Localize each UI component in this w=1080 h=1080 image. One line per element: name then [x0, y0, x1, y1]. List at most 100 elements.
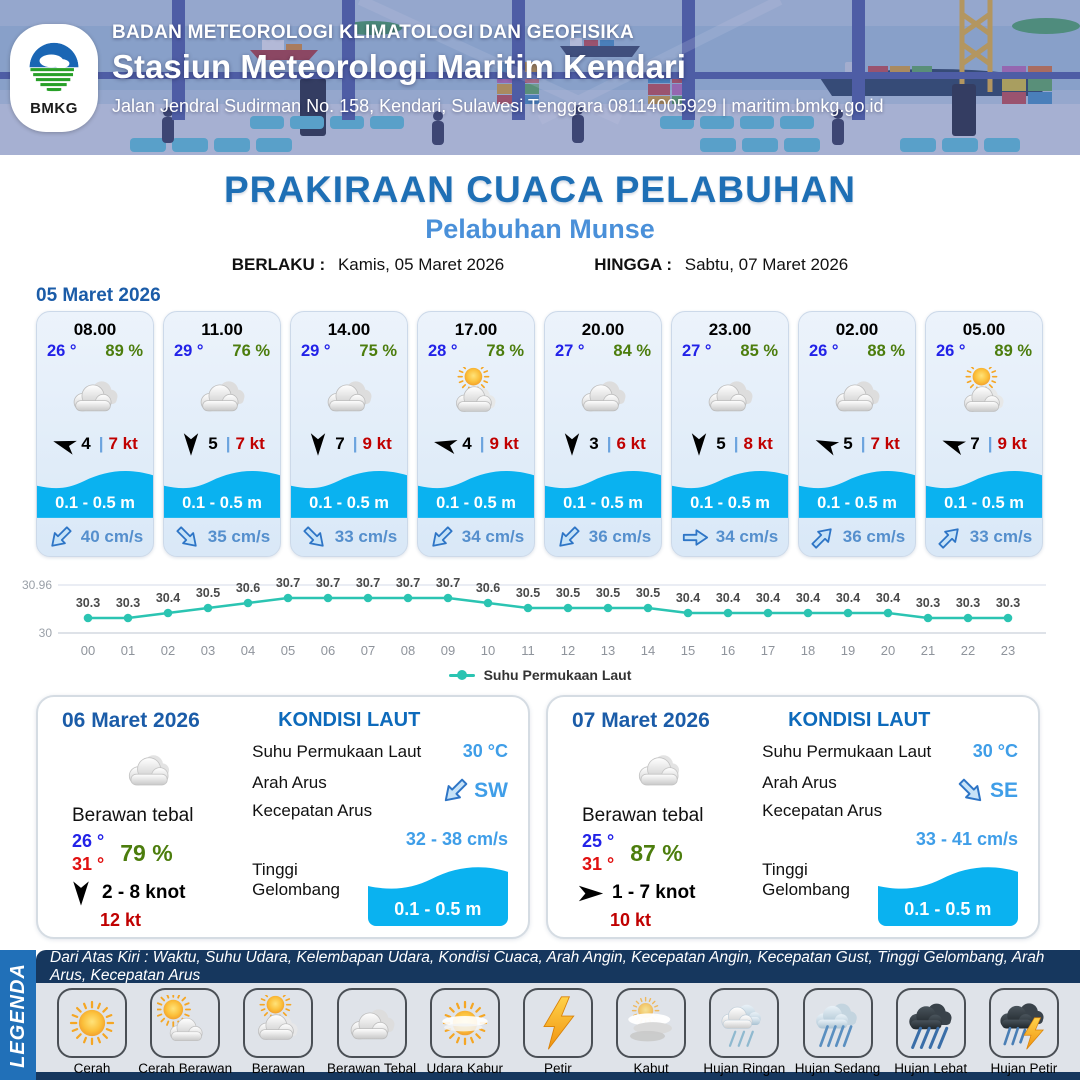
current-speed-value: 32 - 38 cm/s [405, 829, 508, 849]
page-title: PRAKIRAAN CUACA PELABUHAN [223, 169, 857, 210]
legend-item-box [522, 988, 593, 1058]
humidity: 89 % [105, 342, 143, 360]
header: BMKG BADAN METEOROLOGI KLIMATOLOGI DAN G… [0, 0, 1080, 155]
x-tick-label: 18 [801, 643, 815, 658]
chart-point [643, 603, 653, 613]
current-speed: 36 cm/s [588, 527, 652, 547]
y-tick-label: 30.96 [22, 578, 52, 592]
x-tick-label: 03 [201, 643, 215, 658]
humidity: 75 % [359, 342, 397, 360]
valid-until-value: Sabtu, 07 Maret 2026 [684, 255, 849, 274]
chart-point [723, 608, 733, 618]
legend-item-box [895, 988, 966, 1058]
humidity: 88 % [867, 342, 905, 360]
current-direction-icon [551, 520, 585, 554]
chart-value-label: 30.3 [916, 596, 940, 610]
humidity: 85 % [740, 342, 778, 360]
temp-humidity-row: 26 ° 89 % [37, 340, 153, 361]
chart-point [163, 608, 173, 618]
sst-value: 30 °C [972, 741, 1018, 761]
current-row: 33 cm/s [291, 518, 407, 556]
wind-direction-icon [432, 433, 459, 455]
separator: | [987, 434, 993, 454]
legend-item-label: Hujan Sedang [794, 1061, 881, 1076]
current-direction: SE [956, 779, 1018, 803]
bottom-bar [0, 1072, 1080, 1080]
legend-info-text: Dari Atas Kiri : Waktu, Suhu Udara, Kele… [50, 948, 1045, 984]
current-speed: 34 cm/s [461, 527, 525, 547]
x-tick-label: 16 [721, 643, 735, 658]
wave-height-band: 0.1 - 0.5 m [799, 463, 915, 519]
forecast-card: 17.00 28 ° 78 % 4 | 9 kt [417, 311, 535, 557]
chart-value-label: 30.7 [436, 576, 460, 590]
window-frame [0, 0, 1080, 120]
chart-point [803, 608, 813, 618]
daily-temps: 25 ° 31 ° 87 % [582, 831, 758, 875]
current-direction-icon [932, 520, 966, 554]
wind-direction-icon [691, 432, 708, 456]
weather-condition-icon [926, 361, 1042, 429]
gust-speed: 9 kt [489, 434, 519, 454]
wave-height-band: 0.1 - 0.5 m [37, 463, 153, 519]
crane [959, 0, 993, 92]
legend-weather-icon [623, 995, 679, 1051]
x-tick-label: 13 [601, 643, 615, 658]
legend-item-label: Hujan Ringan [703, 1061, 786, 1076]
wind-row: 5 | 7 kt [799, 429, 915, 459]
legend-item: Udara Kabur [421, 988, 509, 1076]
x-tick-label: 10 [481, 643, 495, 658]
x-tick-label: 17 [761, 643, 775, 658]
chart-point [483, 598, 493, 608]
forecast-time: 02.00 [835, 320, 879, 339]
daily-wind-range: 1 - 7 knot [612, 882, 696, 903]
wind-speed: 7 [970, 434, 980, 454]
air-temperature: 29 ° [301, 342, 331, 360]
daily-wind-row: 2 - 8 knot [68, 882, 248, 904]
ship-small [250, 40, 318, 60]
chart-point [243, 598, 253, 608]
wave-height-box: 0.1 - 0.5 m [877, 860, 1018, 926]
wind-direction-icon [578, 884, 604, 903]
sea-condition-heading: KONDISI LAUT [788, 709, 931, 731]
current-direction-icon [297, 520, 331, 554]
legend-weather-icon [903, 995, 959, 1051]
chart-point [683, 608, 693, 618]
wave-height: 0.1 - 0.5 m [944, 494, 1024, 513]
sst-label: Suhu Permukaan Laut [762, 741, 932, 761]
legend-item: Petir [514, 988, 602, 1076]
legend-item-box [57, 988, 127, 1058]
x-tick-label: 08 [401, 643, 415, 658]
legend-item-label: Udara Kabur [426, 1061, 504, 1076]
weather-condition-icon [37, 361, 153, 429]
x-tick-label: 06 [321, 643, 335, 658]
sea-condition-column: KONDISI LAUT Suhu Permukaan Laut 30 °C A… [248, 697, 528, 937]
title-block: PRAKIRAAN CUACA PELABUHAN Pelabuhan Muns… [0, 169, 1080, 275]
daily-date: 07 Maret 2026 [572, 709, 710, 732]
current-direction-icon [43, 520, 77, 554]
weather-condition-icon [545, 361, 661, 429]
forecast-card: 11.00 29 ° 76 % 5 | 7 kt [163, 311, 281, 557]
legend-weather-icon [437, 995, 493, 1051]
chart-value-label: 30.4 [796, 591, 820, 605]
separator: | [606, 434, 612, 454]
legend-item-box [616, 988, 687, 1058]
valid-until-label: HINGGA : [594, 255, 673, 274]
chart-point [763, 608, 773, 618]
current-direction-icon [805, 520, 839, 554]
legend-strip: LEGENDA [0, 950, 36, 1080]
forecast-card: 02.00 26 ° 88 % 5 | 7 kt [798, 311, 916, 557]
air-temperature: 26 ° [47, 342, 77, 360]
humidity: 84 % [613, 342, 651, 360]
gust-speed: 9 kt [997, 434, 1027, 454]
ship-cargo [560, 38, 640, 57]
legend-item: Cerah [48, 988, 136, 1076]
chart-value-label: 30.4 [156, 591, 180, 605]
wave-height-band: 0.1 - 0.5 m [926, 463, 1042, 519]
current-direction-icon [170, 520, 204, 554]
header-text: BADAN METEOROLOGI KLIMATOLOGI DAN GEOFIS… [112, 22, 883, 117]
wave-height: 0.1 - 0.5 m [436, 494, 516, 513]
wave-height: 0.1 - 0.5 m [817, 494, 897, 513]
legend-item-box [336, 988, 407, 1058]
bmkg-logo-text: BMKG [30, 99, 78, 117]
wind-speed: 3 [589, 434, 599, 454]
